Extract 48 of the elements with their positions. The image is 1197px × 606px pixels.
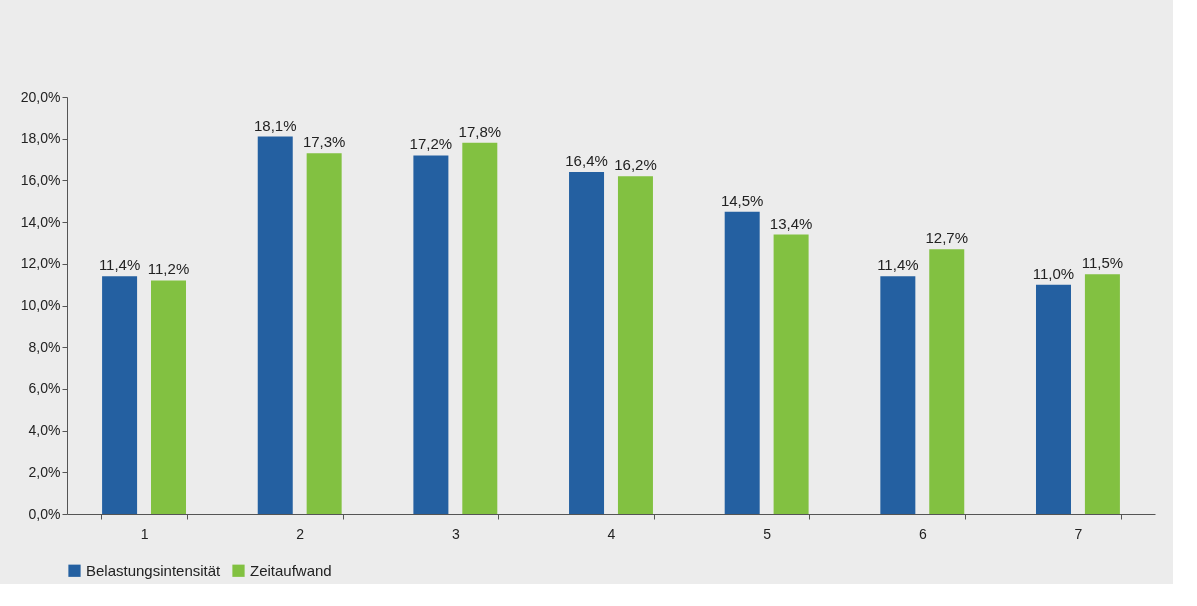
y-tick-label: 0,0%: [28, 505, 61, 522]
data-label: 17,3%: [302, 133, 346, 151]
bar: [773, 234, 809, 514]
y-tick-label: 4,0%: [28, 422, 61, 439]
data-label: 12,7%: [925, 229, 969, 247]
x-tick-label: 3: [451, 525, 460, 542]
x-tick-label: 4: [607, 525, 616, 542]
x-tick-label: 7: [1074, 525, 1083, 542]
data-label: 17,2%: [409, 135, 453, 153]
data-label: 11,0%: [1032, 264, 1075, 282]
bar: [413, 155, 449, 514]
data-label: 14,5%: [720, 191, 764, 209]
legend-label: Zeitaufwand: [250, 561, 332, 579]
y-tick-label: 6,0%: [28, 380, 61, 397]
x-tick-label: 2: [296, 525, 305, 542]
bar: [151, 280, 187, 514]
y-tick-label: 20,0%: [20, 88, 61, 105]
bar: [724, 211, 760, 514]
x-tick-label: 6: [918, 525, 927, 542]
data-label: 11,4%: [877, 256, 919, 274]
data-label: 11,5%: [1081, 254, 1124, 272]
bar: [929, 249, 965, 514]
bar: [1084, 274, 1120, 514]
bar: [569, 172, 605, 514]
data-label: 13,4%: [769, 214, 813, 232]
y-tick-label: 16,0%: [20, 171, 61, 188]
y-tick-label: 18,0%: [20, 130, 61, 147]
data-label: 11,2%: [147, 260, 190, 278]
y-tick-label: 8,0%: [28, 338, 61, 355]
data-label: 16,2%: [614, 156, 657, 174]
y-tick-label: 14,0%: [20, 213, 61, 230]
bar: [257, 136, 293, 514]
y-tick-label: 10,0%: [20, 297, 61, 313]
y-tick-label: 12,0%: [20, 255, 61, 272]
data-label: 17,8%: [458, 122, 502, 140]
data-label: 11,4%: [98, 256, 141, 274]
data-label: 18,1%: [253, 116, 297, 134]
x-tick-label: 5: [763, 525, 772, 542]
y-tick-label: 2,0%: [28, 463, 61, 480]
bar: [1035, 284, 1071, 514]
bar: [462, 142, 498, 514]
bar: [102, 276, 138, 514]
bar: [306, 153, 342, 514]
x-tick-label: 1: [140, 525, 149, 542]
bar: [880, 276, 916, 514]
bar: [617, 176, 653, 514]
legend-label: Belastungsintensität: [86, 561, 222, 579]
data-label: 16,4%: [565, 152, 608, 170]
